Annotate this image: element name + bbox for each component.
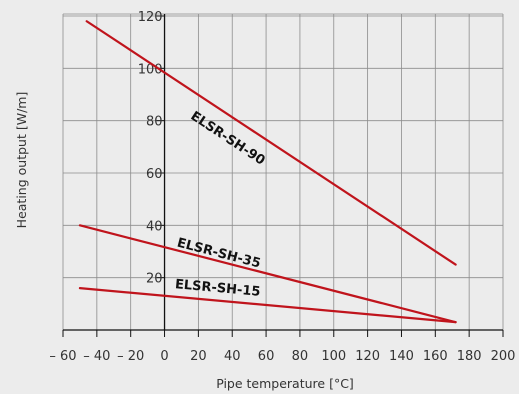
y-tick-label: 80 (146, 115, 163, 130)
series-line-elsr-sh-15 (78, 287, 457, 324)
x-tick-label: 20 (190, 349, 207, 364)
y-tick-label: 20 (146, 272, 163, 287)
y-tick-label: 40 (146, 219, 163, 234)
x-tick-label: 100 (321, 349, 346, 364)
y-axis-title: Heating output [W/m] (14, 92, 29, 229)
x-tick-label: 120 (355, 349, 380, 364)
series-line-elsr-sh-90 (85, 20, 457, 266)
x-tick-label: – 40 (83, 349, 110, 364)
y-tick-label: 120 (138, 10, 163, 25)
tick-labels: – 60 – 40 – 20 0 20 40 60 80 100 120 140 160 180 200 2… (49, 10, 515, 364)
x-tick-label: 80 (292, 349, 309, 364)
x-tick-label: 140 (389, 349, 414, 364)
x-tick-label: 200 (491, 349, 516, 364)
grid (62, 13, 504, 330)
series-line-elsr-sh-35 (78, 224, 457, 324)
y-tick-label: 60 (146, 167, 163, 182)
x-tick-label: 180 (457, 349, 482, 364)
x-tick-label: 0 (160, 349, 168, 364)
series-lines (78, 20, 457, 324)
x-axis-title: Pipe temperature [°C] (216, 376, 354, 391)
axes (62, 14, 504, 337)
x-tick-label: 40 (224, 349, 241, 364)
plot-area (63, 14, 503, 330)
x-tick-label: 60 (258, 349, 275, 364)
x-tick-label: 160 (423, 349, 448, 364)
x-tick-label: – 60 (49, 349, 76, 364)
x-tick-label: – 20 (117, 349, 144, 364)
